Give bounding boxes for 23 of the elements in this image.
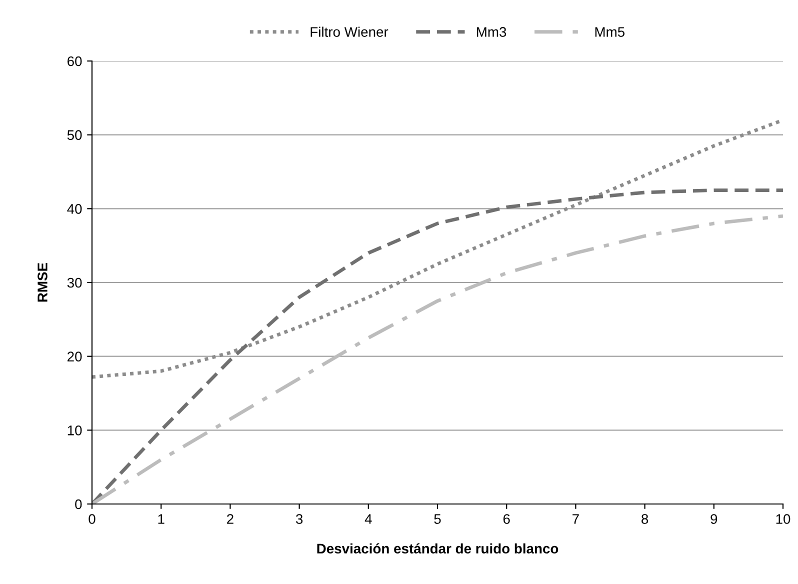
y-tick-label: 40 (67, 204, 82, 214)
y-tick-label: 0 (75, 499, 82, 510)
legend-label: Mm5 (595, 27, 624, 37)
x-tick-label: 1 (158, 514, 164, 524)
x-tick-label: 7 (572, 514, 579, 524)
y-tick-label: 50 (67, 130, 82, 140)
x-tick-label: 0 (88, 514, 96, 524)
x-tick-label: 10 (776, 514, 790, 524)
y-tick-label: 10 (68, 426, 82, 436)
y-axis-title: RMSE (38, 262, 48, 302)
x-tick-label: 5 (434, 514, 441, 524)
legend-label: Mm3 (476, 27, 506, 37)
y-tick-label: 60 (68, 56, 82, 66)
legend-label: Filtro Wiener (310, 26, 388, 37)
x-axis-title: Desviación estándar de ruido blanco (317, 543, 558, 554)
x-tick-label: 8 (642, 514, 648, 524)
x-tick-label: 6 (503, 514, 510, 524)
x-tick-label: 3 (296, 514, 303, 524)
y-tick-label: 30 (67, 278, 82, 288)
x-tick-label: 4 (364, 514, 372, 524)
x-tick-label: 2 (227, 514, 234, 524)
y-tick-label: 20 (68, 352, 82, 362)
x-tick-label: 9 (710, 514, 718, 524)
